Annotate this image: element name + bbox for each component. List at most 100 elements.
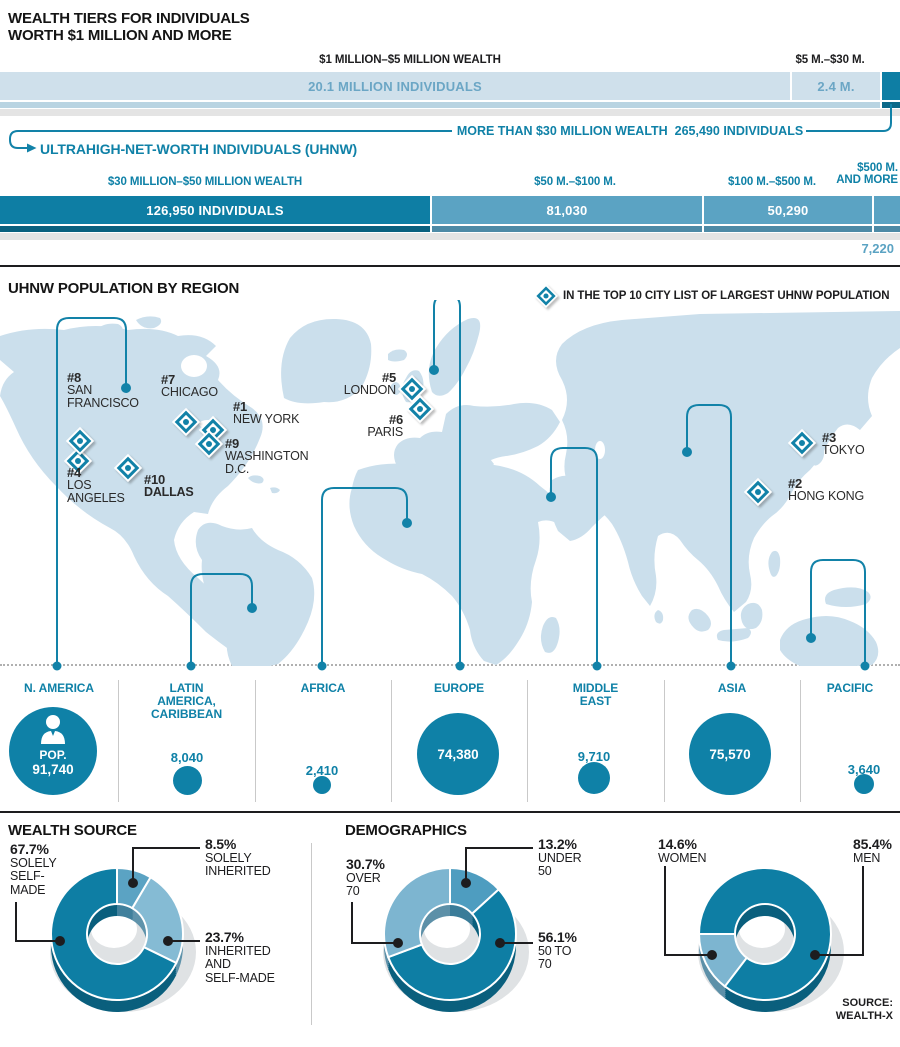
page-title: WEALTH TIERS FOR INDIVIDUALS WORTH $1 MI… (8, 10, 250, 44)
continent-shape (0, 326, 263, 661)
city-label: #10 DALLAS (144, 473, 194, 499)
bar2-strip-segment (704, 226, 872, 232)
region-name-line: MIDDLE (572, 681, 619, 695)
donut-label-line: SOLELY (10, 855, 57, 870)
region-name-line: N. AMERICA (24, 681, 94, 695)
callout-dot (461, 878, 471, 888)
region-name-line: AFRICA (300, 681, 346, 695)
bar2-strip-segment (874, 226, 900, 232)
continent-shape (428, 318, 481, 396)
page-title-line2: WORTH $1 MILLION AND MORE (8, 27, 232, 44)
region-name-line: CARIBBEAN (150, 707, 223, 721)
city-label: #5 LONDON (344, 371, 396, 397)
top10-city-marker-icon (65, 426, 95, 456)
top10-city-marker-icon (397, 374, 427, 404)
bar2-segment: 126,950 INDIVIDUALS (0, 196, 430, 224)
donut-label-line: MEN (853, 850, 881, 865)
callout-dot (810, 950, 820, 960)
region-baseline-dot (726, 661, 736, 671)
city-name: LONDON (343, 383, 396, 397)
top10-city-marker-icon (743, 477, 773, 507)
donut-label-line: OVER (346, 870, 381, 885)
city-label: #1 NEW YORK (233, 400, 299, 426)
arrow-right-icon (27, 143, 37, 153)
region-value: 91,740 (32, 762, 74, 777)
continent-shape (768, 550, 781, 577)
world-map (0, 300, 900, 671)
bar2-segment: 81,030 (432, 196, 702, 224)
region-separator (118, 680, 119, 802)
donut-pct-value: 67.7% (10, 841, 49, 857)
region-name: LATIN AMERICA, CARIBBEAN (118, 682, 255, 721)
city-name: CHICAGO (161, 385, 218, 399)
city-rank: #7 (161, 372, 176, 387)
city-label: #3 TOKYO (822, 431, 865, 457)
region-separator (391, 680, 392, 802)
bar1-strip-segment (0, 102, 880, 108)
top10-city-marker-icon (194, 429, 224, 459)
region-population-circle (313, 776, 331, 794)
uhnw-bar-shadow-strip (0, 233, 900, 240)
city-label: #7 CHICAGO (161, 373, 218, 399)
uhnw-callout-lead: MORE THAN $30 MILLION WEALTH (456, 124, 668, 138)
callout-dot (55, 936, 65, 946)
top10-city-marker-icon (63, 446, 93, 476)
donut-label-line: WOMEN (658, 850, 707, 865)
donut-callout-label: 30.7% OVER 70 (346, 857, 385, 899)
map-baseline-dotted (0, 664, 900, 666)
region-baseline-dot (592, 661, 602, 671)
donut-pct-value: 23.7% (205, 929, 244, 945)
page-title-line1: WEALTH TIERS FOR INDIVIDUALS (8, 10, 250, 27)
donut-label-line: 50 (538, 864, 552, 878)
continent-shape (825, 587, 871, 607)
wealth-source-title: WEALTH SOURCE (8, 822, 137, 839)
city-label: #2 HONG KONG (788, 477, 864, 503)
uhnw-section-title: ULTRAHIGH-NET-WORTH INDIVIDUALS (UHNW) (40, 141, 358, 157)
donut-label-line: UNDER (538, 850, 582, 865)
city-name: HONG KONG (788, 489, 864, 503)
top10-legend-icon-slot (529, 279, 563, 313)
city-name: NEW YORK (233, 412, 300, 426)
region-baseline-dot (860, 661, 870, 671)
region-name: EUROPE (391, 682, 527, 695)
region-separator (664, 680, 665, 802)
continent-shape (394, 402, 560, 474)
continent-shape (96, 323, 123, 336)
donut-pct-value: 13.2% (538, 836, 577, 852)
callout-dot (393, 938, 403, 948)
donut-callout-label: 85.4% MEN (853, 837, 892, 865)
donut-callout-label: 13.2% UNDER 50 (538, 836, 582, 879)
region-connector-line (550, 447, 598, 666)
donut-divider (311, 843, 312, 1025)
region-connector-line (321, 487, 408, 666)
city-rank: #10 (144, 472, 166, 487)
city-label: #4 LOS ANGELES (67, 466, 125, 505)
section-divider-2 (0, 811, 900, 813)
donut-pct-value: 8.5% (205, 836, 237, 852)
region-population-circle (172, 765, 202, 795)
continent-shape (388, 349, 407, 362)
region-pop-prefix: POP. (39, 748, 67, 762)
region-connector-line (433, 300, 461, 666)
region-separator (527, 680, 528, 802)
continent-shape (349, 463, 562, 665)
region-population-circle (578, 762, 610, 794)
region-connector-dot (429, 365, 439, 375)
region-name: MIDDLE EAST (527, 682, 664, 708)
region-baseline-dot (317, 661, 327, 671)
callout-dot (495, 938, 505, 948)
top10-legend-label: IN THE TOP 10 CITY LIST OF LARGEST UHNW … (563, 290, 890, 302)
continent-shape (136, 316, 162, 329)
bar1-segment: 20.1 MILLION INDIVIDUALS (0, 72, 790, 100)
region-connector-dot (121, 383, 131, 393)
region-baseline-dot (186, 661, 196, 671)
continent-shape (390, 382, 401, 395)
city-rank: #2 (788, 476, 803, 491)
uhnw-bracket-lines (9, 104, 892, 153)
donut-callout-label: 23.7% INHERITED AND SELF-MADE (205, 929, 275, 985)
region-connector-line (190, 573, 253, 666)
region-value: 3,640 (847, 762, 881, 777)
donut-label-line: SOLELY (205, 850, 252, 865)
